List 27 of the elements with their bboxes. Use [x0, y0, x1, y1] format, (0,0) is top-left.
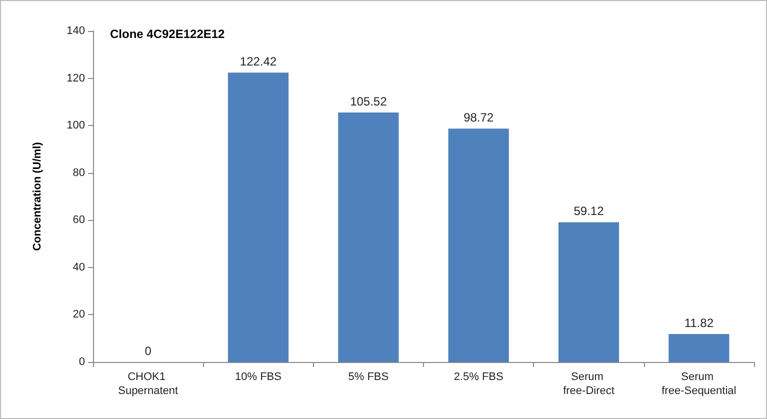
x-tick-label: Serum free-Direct	[563, 371, 614, 397]
y-tick-label: 60	[72, 214, 85, 226]
x-tick-label: 5% FBS	[348, 371, 389, 383]
data-label: 0	[144, 344, 152, 358]
y-tick-label: 80	[72, 166, 85, 179]
y-tick-label: 0	[78, 356, 85, 368]
x-tick-label: 10% FBS	[235, 371, 282, 383]
y-axis-title: Concentration (U/ml)	[32, 142, 44, 251]
data-label: 105.52	[350, 94, 388, 109]
bar	[448, 128, 509, 362]
x-tick-label: 2.5% FBS	[454, 371, 504, 383]
bar	[558, 222, 620, 362]
y-tick-label: 120	[66, 72, 85, 84]
y-tick-label: 100	[66, 120, 85, 132]
x-tick-label: CHOK1 Supernatent	[118, 371, 178, 397]
bar	[668, 334, 730, 362]
y-tick-label: 140	[66, 25, 85, 37]
data-label: 11.82	[684, 316, 714, 330]
bar	[338, 112, 399, 362]
data-label: 98.72	[464, 110, 494, 125]
x-tick-label: Serum free-Sequential	[662, 371, 736, 397]
data-label: 122.42	[240, 54, 277, 69]
bar	[228, 72, 289, 362]
chart-title: Clone 4C92E122E12	[110, 27, 226, 41]
y-tick-label: 20	[72, 308, 85, 321]
y-tick-label: 40	[72, 261, 85, 274]
data-label: 59.12	[574, 204, 604, 218]
